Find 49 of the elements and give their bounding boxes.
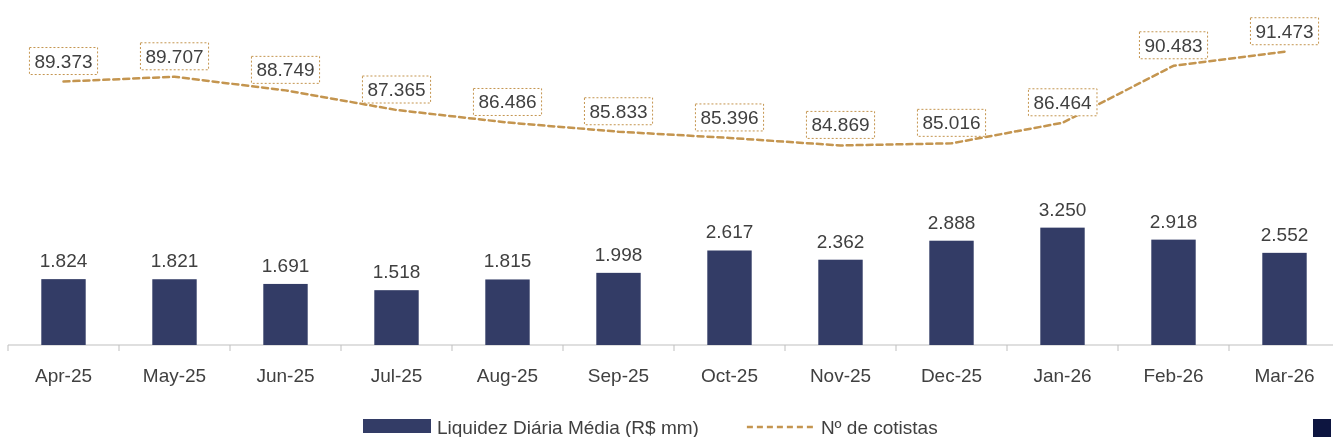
- x-tick-label: Aug-25: [476, 365, 539, 386]
- x-tick-label: Oct-25: [700, 365, 759, 386]
- data-label: 85.833: [589, 100, 648, 122]
- x-tick-label: Feb-26: [1143, 365, 1204, 386]
- data-label: 86.486: [478, 91, 537, 113]
- data-label: 88.749: [256, 59, 315, 81]
- data-label: 1.824: [39, 250, 88, 272]
- bar: [596, 272, 641, 345]
- bar: [929, 240, 974, 345]
- data-label: 2.362: [816, 230, 865, 252]
- data-label: 91.473: [1255, 20, 1314, 42]
- data-label: 89.373: [34, 50, 93, 72]
- bar: [374, 290, 419, 345]
- data-label: 1.518: [372, 261, 421, 283]
- data-label: 87.365: [367, 79, 426, 101]
- data-label: 2.617: [705, 221, 754, 243]
- data-label: 1.821: [150, 250, 199, 272]
- bar: [818, 259, 863, 345]
- x-tick-label: Jan-26: [1033, 365, 1092, 386]
- bar: [152, 279, 197, 345]
- bar: [707, 250, 752, 345]
- x-tick-label: Jul-25: [370, 365, 423, 386]
- data-label: 3.250: [1038, 198, 1087, 220]
- x-tick-label: Jun-25: [256, 365, 315, 386]
- bar: [1040, 227, 1085, 345]
- bar: [263, 283, 308, 345]
- data-label: 2.552: [1260, 223, 1309, 245]
- data-label: 1.691: [261, 254, 310, 276]
- data-label: 2.918: [1149, 210, 1198, 232]
- data-label: 85.396: [700, 106, 759, 128]
- data-label: 2.888: [927, 211, 976, 233]
- data-label: 90.483: [1144, 34, 1203, 56]
- bar: [41, 279, 86, 345]
- x-tick-label: Nov-25: [809, 365, 872, 386]
- x-tick-label: Sep-25: [587, 365, 650, 386]
- bar: [485, 279, 530, 345]
- data-label: 1.815: [483, 250, 532, 272]
- legend-label: Nº de cotistas: [820, 417, 938, 437]
- data-label: 89.707: [145, 45, 204, 67]
- bar: [1262, 252, 1307, 345]
- data-label: 85.016: [922, 112, 981, 134]
- x-tick-label: May-25: [142, 365, 207, 386]
- x-tick-label: Dec-25: [920, 365, 983, 386]
- x-tick-label: Mar-26: [1254, 365, 1315, 386]
- data-label: 1.998: [594, 243, 643, 265]
- data-label: 86.464: [1033, 91, 1092, 113]
- data-label: 84.869: [811, 114, 870, 136]
- x-tick-label: Apr-25: [34, 365, 93, 386]
- bar: [1151, 239, 1196, 345]
